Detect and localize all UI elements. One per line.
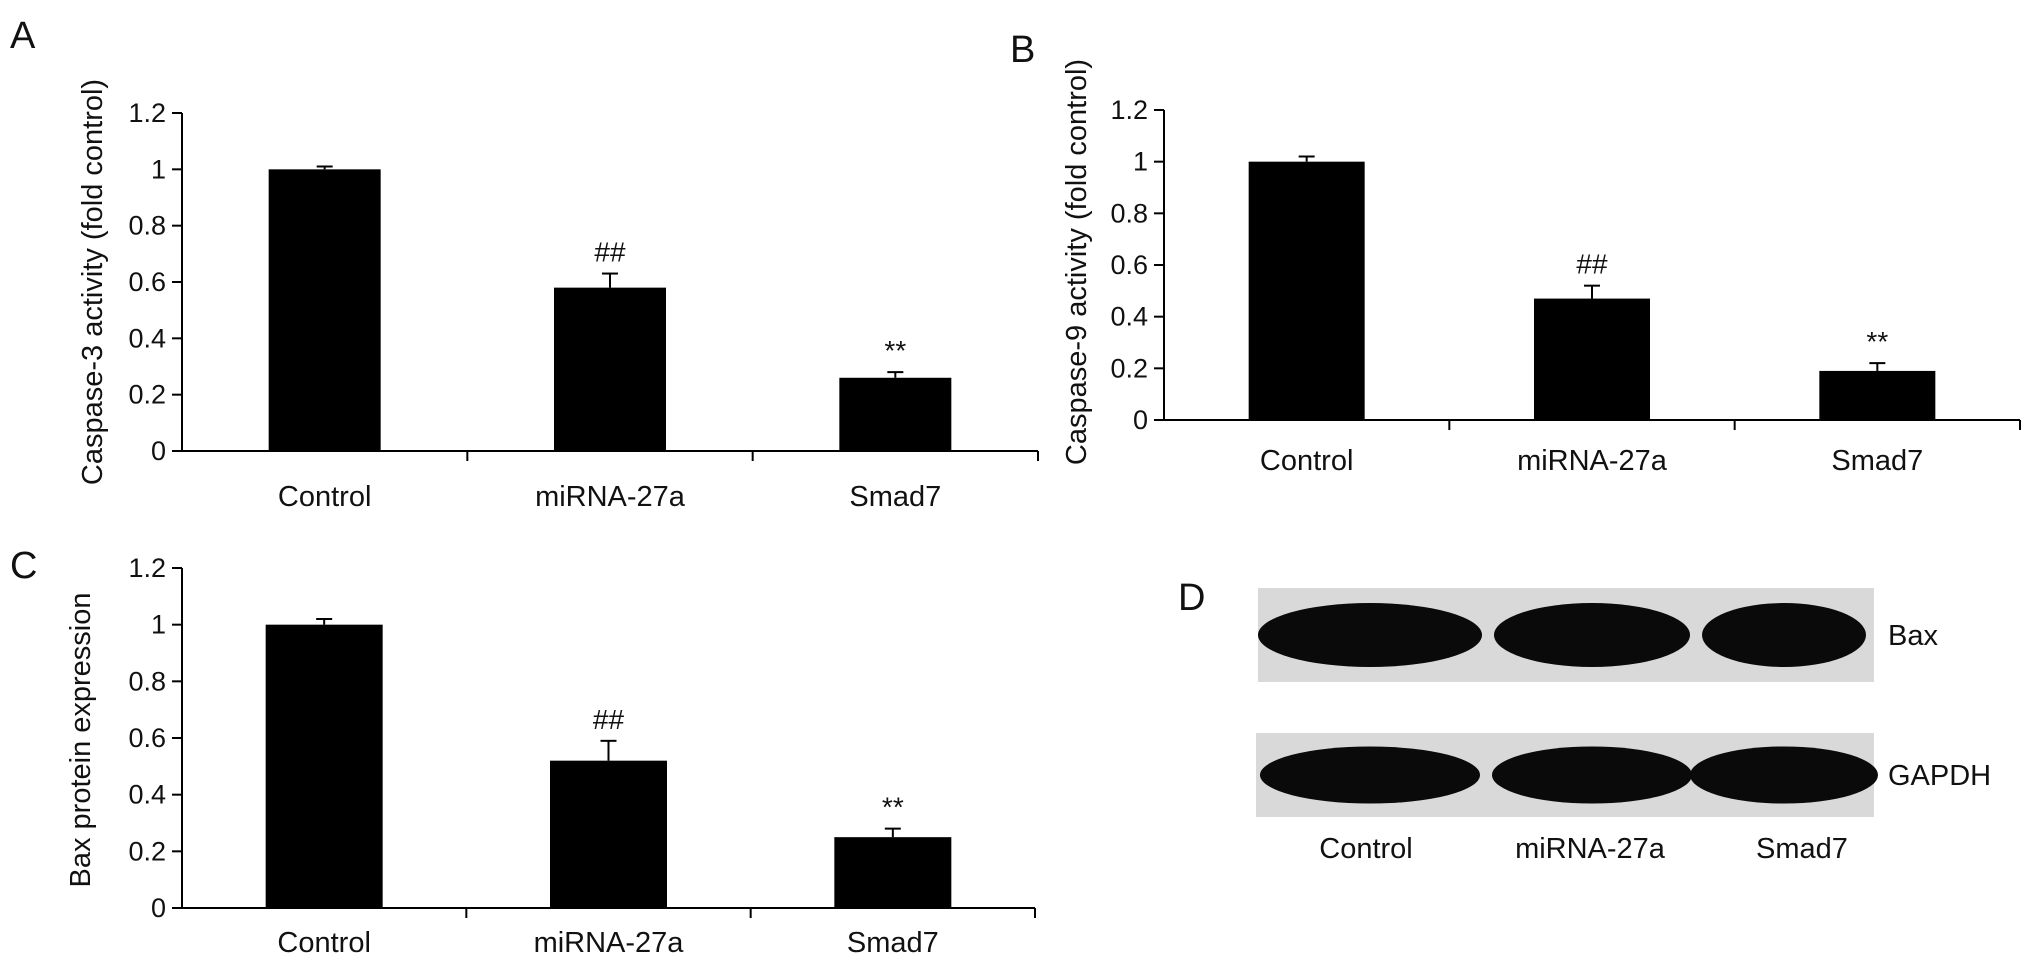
- significance-marker: **: [1866, 326, 1888, 357]
- blot-band: [1702, 603, 1866, 667]
- x-tick-label: miRNA-27a: [534, 927, 685, 959]
- y-tick-label: 0.2: [128, 380, 166, 410]
- y-tick-label: 0.2: [128, 836, 166, 866]
- bar: [268, 169, 381, 452]
- x-tick-label: Smad7: [847, 927, 939, 959]
- significance-marker: ##: [594, 237, 626, 268]
- x-tick-label: Control: [277, 927, 371, 959]
- y-tick-label: 0.4: [128, 780, 166, 810]
- y-tick-label: 0: [151, 436, 166, 466]
- blot-band: [1690, 746, 1878, 804]
- bar: [265, 624, 383, 908]
- y-tick-label: 0.2: [1110, 353, 1148, 383]
- y-tick-label: 1.2: [128, 98, 166, 128]
- bar: [554, 287, 666, 451]
- chart-panel-a: A 0 0.2 0.4 0.6 0.8 1 1.2 Control ## miRNA-27a ** Sm…: [10, 15, 1039, 513]
- significance-marker: **: [884, 335, 906, 366]
- chart-panel-b: B 0 0.2 0.4 0.6 0.8 1 1.2 Control ## miRNA-27a ** Sm…: [1010, 29, 2021, 477]
- y-tick-label: 1: [151, 154, 166, 184]
- y-axis-label: Caspase-3 activity (fold control): [77, 79, 109, 485]
- y-tick-label: 0: [151, 893, 166, 923]
- blot-panel-d: D Bax GAPDH Control miRNA-27a Smad7: [1178, 577, 1991, 865]
- panel-label: B: [1010, 29, 1035, 71]
- y-tick-label: 1: [151, 610, 166, 640]
- blot-band: [1260, 746, 1480, 804]
- y-tick-label: 1.2: [128, 553, 166, 583]
- bar: [1534, 298, 1650, 420]
- x-tick-label: Control: [1260, 445, 1354, 477]
- y-tick-label: 0.6: [1110, 250, 1148, 280]
- y-tick-label: 0.8: [1110, 198, 1148, 228]
- x-tick-label: miRNA-27a: [1517, 445, 1668, 477]
- x-tick-label: Control: [278, 481, 372, 513]
- y-tick-label: 0.6: [128, 723, 166, 753]
- blot-lane-label: miRNA-27a: [1515, 833, 1666, 865]
- blot-lane-label: Control: [1319, 833, 1413, 865]
- blot-band: [1258, 603, 1482, 667]
- significance-marker: ##: [1576, 249, 1608, 280]
- bar: [1248, 161, 1365, 420]
- y-tick-label: 0.4: [128, 323, 166, 353]
- y-tick-label: 1: [1133, 147, 1148, 177]
- y-axis-label: Caspase-9 activity (fold control): [1061, 59, 1093, 465]
- blot-row-label: Bax: [1888, 620, 1938, 652]
- significance-marker: ##: [593, 704, 625, 735]
- blot-band: [1494, 603, 1690, 667]
- significance-marker: **: [882, 792, 904, 823]
- bar: [1819, 370, 1936, 420]
- y-tick-label: 0.4: [1110, 302, 1148, 332]
- y-tick-label: 0.8: [128, 666, 166, 696]
- y-tick-label: 0.6: [128, 267, 166, 297]
- y-tick-label: 1.2: [1110, 95, 1148, 125]
- y-tick-label: 0: [1133, 405, 1148, 435]
- blot-row-label: GAPDH: [1888, 760, 1991, 792]
- bar: [834, 837, 952, 908]
- x-tick-label: Smad7: [849, 481, 941, 513]
- panel-label: A: [10, 15, 36, 57]
- x-tick-label: Smad7: [1831, 445, 1923, 477]
- panel-label: C: [10, 545, 37, 587]
- x-tick-label: miRNA-27a: [535, 481, 686, 513]
- bar: [839, 377, 952, 451]
- y-tick-label: 0.8: [128, 211, 166, 241]
- bar: [550, 760, 667, 908]
- chart-panel-c: C 0 0.2 0.4 0.6 0.8 1 1.2 Control ## miRNA-27a ** Sm…: [10, 545, 1036, 959]
- blot-lane-label: Smad7: [1756, 833, 1848, 865]
- y-axis-label: Bax protein expression: [65, 593, 97, 888]
- panel-label: D: [1178, 577, 1205, 619]
- blot-band: [1492, 746, 1692, 804]
